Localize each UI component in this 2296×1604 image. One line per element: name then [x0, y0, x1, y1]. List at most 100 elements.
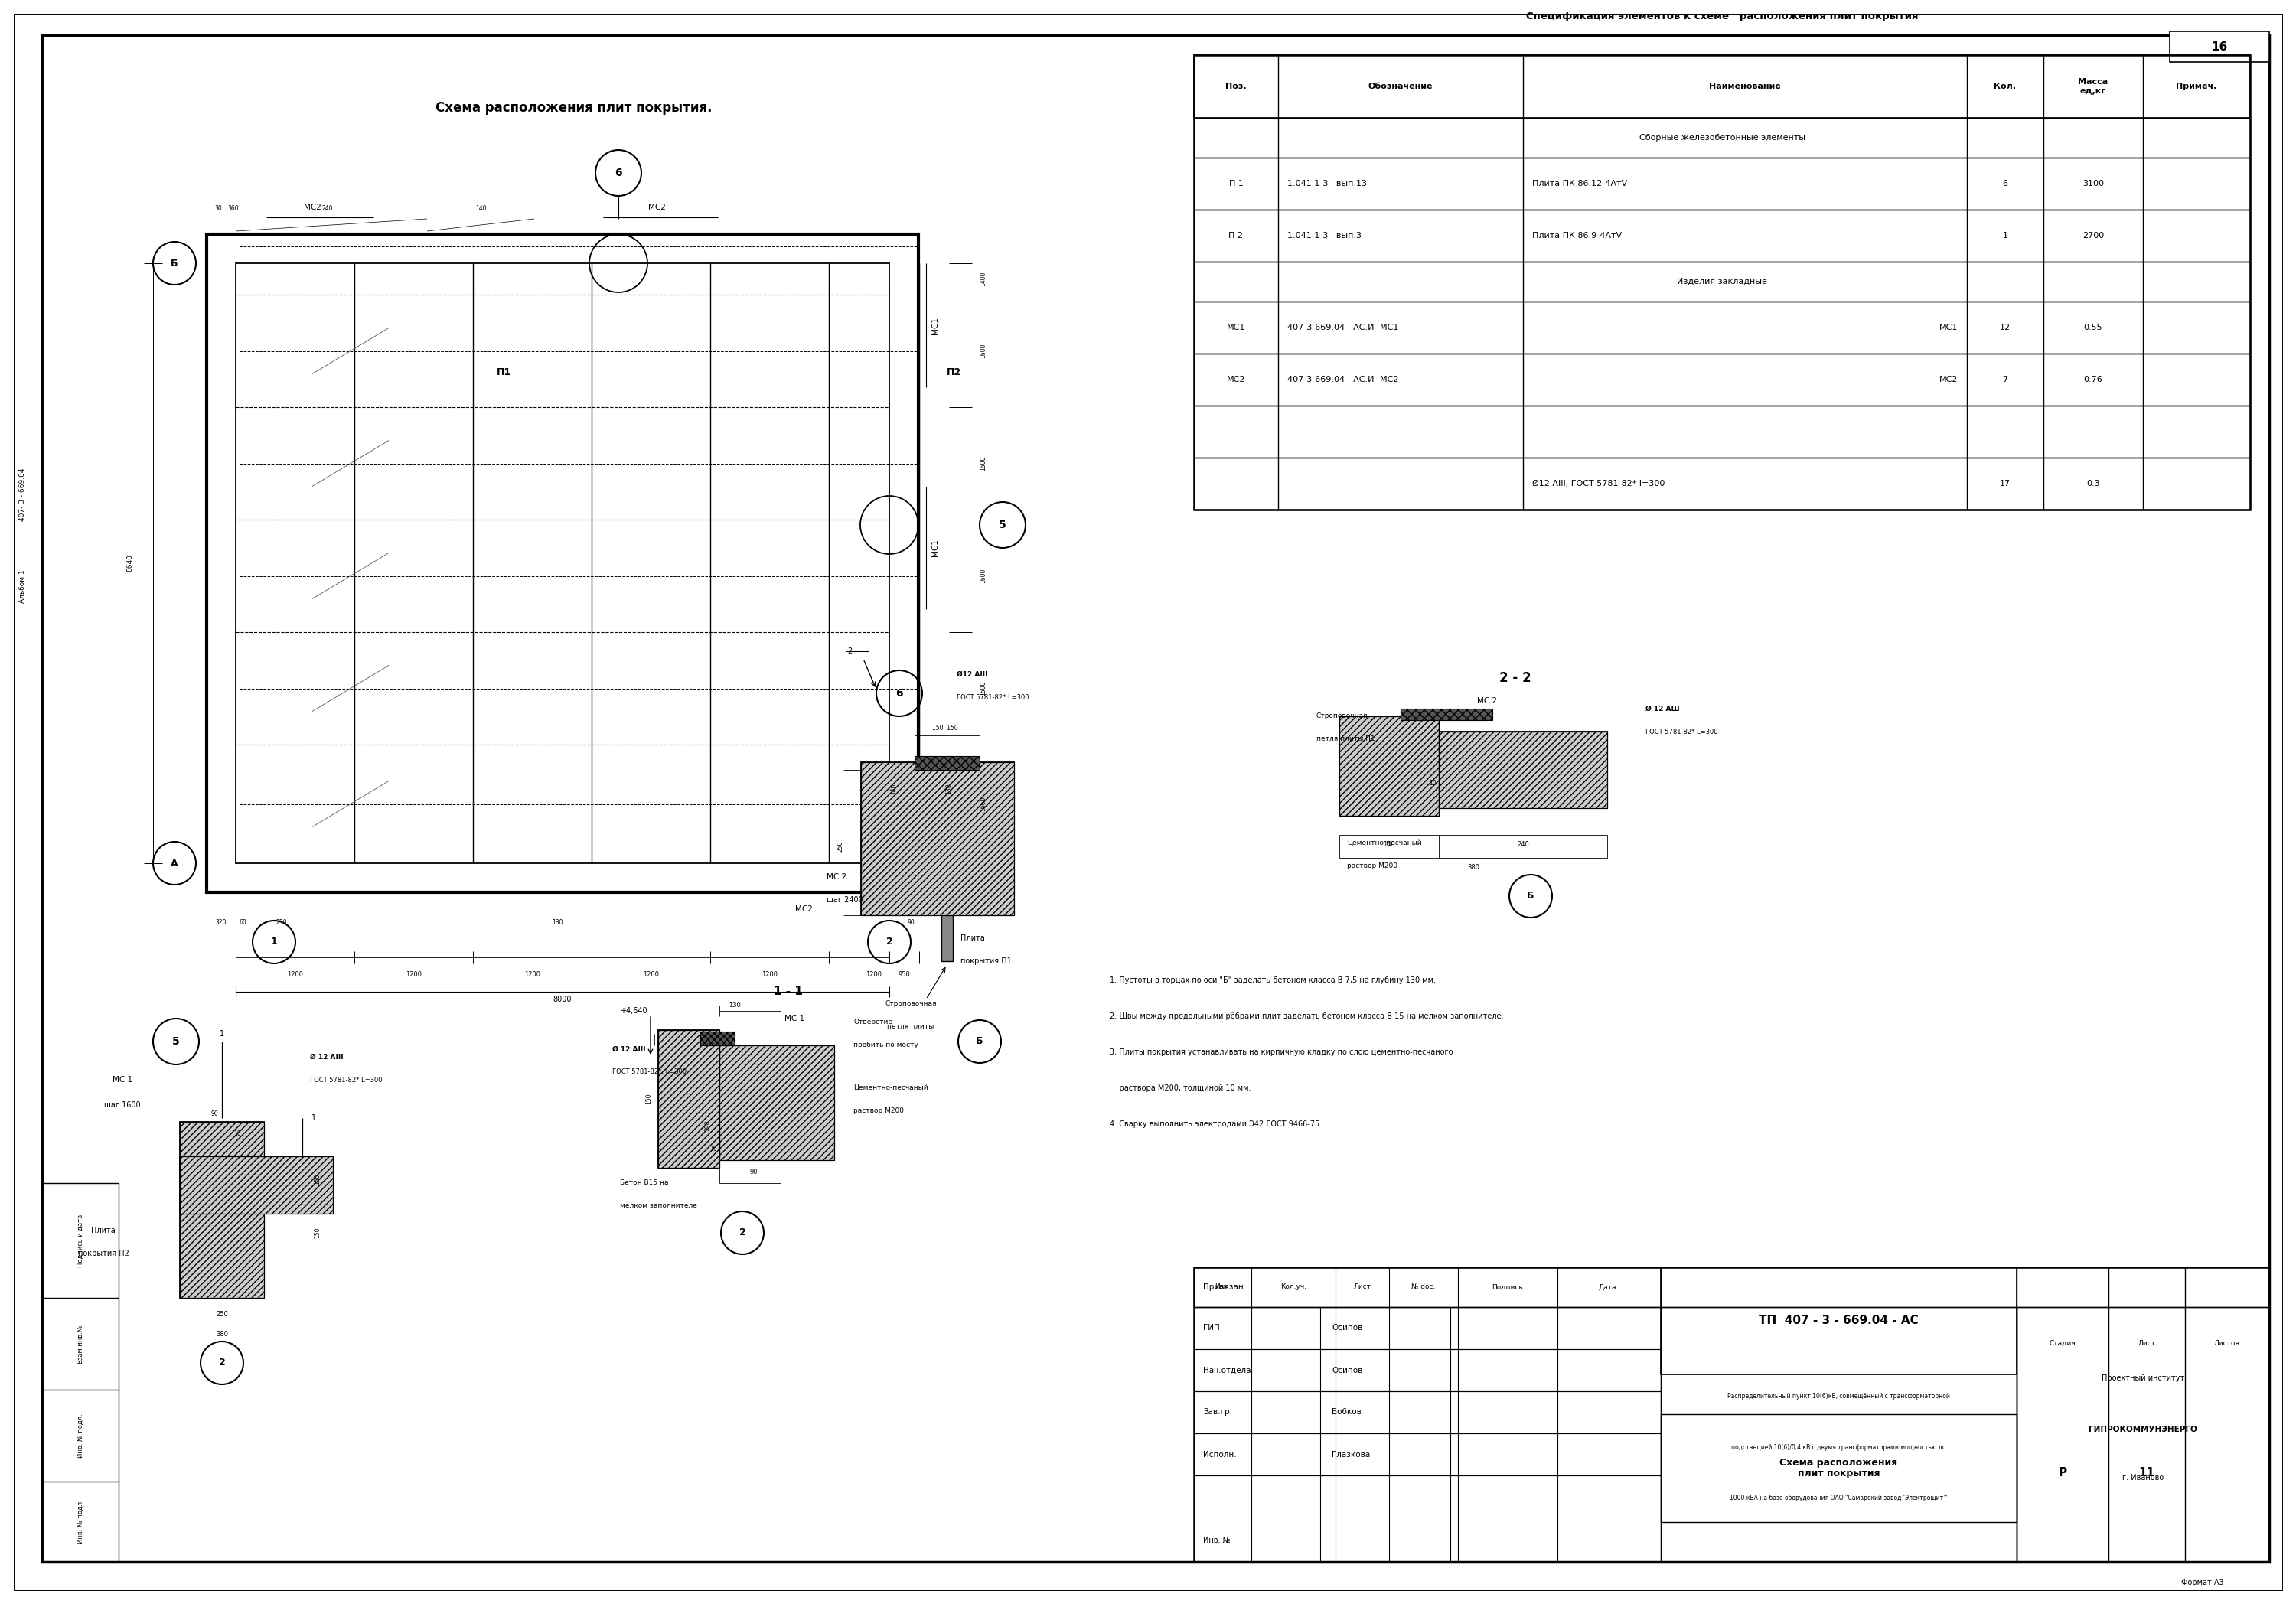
- Text: Изм.: Изм.: [1215, 1283, 1231, 1291]
- Text: шаг 1600: шаг 1600: [103, 1102, 140, 1108]
- Text: +4,640: +4,640: [620, 1007, 647, 1015]
- Text: Осипов: Осипов: [1332, 1367, 1362, 1375]
- Text: 2700: 2700: [2082, 233, 2103, 239]
- Text: 2: 2: [739, 1229, 746, 1238]
- Text: ГИП: ГИП: [1203, 1325, 1219, 1331]
- Text: 290: 290: [705, 1120, 712, 1131]
- Text: 130: 130: [551, 919, 563, 927]
- Text: МС1: МС1: [1226, 324, 1244, 332]
- Bar: [1194, 1307, 1660, 1349]
- Text: Сборные железобетонные элементы: Сборные железобетонные элементы: [1639, 133, 1805, 141]
- Text: 1: 1: [312, 1115, 317, 1121]
- Text: Масса
ед,кг: Масса ед,кг: [2078, 79, 2108, 95]
- Text: МС 2: МС 2: [1476, 698, 1497, 704]
- Text: 1200: 1200: [643, 970, 659, 977]
- Bar: [1194, 353, 2250, 406]
- Text: 10: 10: [709, 1145, 716, 1152]
- Text: Б: Б: [1527, 892, 1534, 901]
- Text: Распределительный пункт 10(6)кВ, совмещённый с трансформаторной: Распределительный пункт 10(6)кВ, совмещё…: [1727, 1392, 1949, 1400]
- Text: МС 1: МС 1: [113, 1076, 133, 1084]
- Text: Схема расположения плит покрытия.: Схема расположения плит покрытия.: [436, 101, 712, 115]
- Text: Поз.: Поз.: [1226, 83, 1247, 90]
- Text: Подпись: Подпись: [1492, 1283, 1522, 1291]
- Bar: [941, 911, 953, 961]
- Text: 90: 90: [751, 1168, 758, 1176]
- Bar: [1660, 1415, 2016, 1522]
- Text: 250: 250: [276, 919, 287, 927]
- Bar: [2016, 1307, 2268, 1562]
- Bar: [1440, 731, 1607, 808]
- Text: Исполн.: Исполн.: [1203, 1450, 1238, 1458]
- Text: Плита ПК 86.9-4АтV: Плита ПК 86.9-4АтV: [1531, 233, 1621, 239]
- Bar: [1194, 457, 2250, 510]
- Text: Нач.отдела: Нач.отдела: [1203, 1367, 1251, 1375]
- Text: 1600: 1600: [980, 682, 987, 696]
- Text: Осипов: Осипов: [1332, 1325, 1362, 1331]
- Text: Привязан: Привязан: [1203, 1283, 1244, 1291]
- Bar: [236, 263, 889, 863]
- Text: 407- 3 - 669.04: 407- 3 - 669.04: [18, 468, 28, 521]
- Text: МС2: МС2: [794, 905, 813, 913]
- Text: 60: 60: [239, 919, 246, 927]
- Text: МС1: МС1: [932, 539, 939, 557]
- Text: МС1: МС1: [932, 318, 939, 335]
- Text: 0.3: 0.3: [2087, 480, 2101, 488]
- Text: Инв. №: Инв. №: [1203, 1537, 1231, 1545]
- Text: 250: 250: [836, 840, 845, 852]
- Bar: [1194, 55, 2250, 117]
- Text: Строповочная: Строповочная: [1316, 712, 1368, 720]
- Bar: [179, 1121, 264, 1298]
- Text: Инв. № подл.: Инв. № подл.: [78, 1500, 83, 1543]
- Bar: [914, 755, 980, 770]
- Text: 150: 150: [645, 1094, 652, 1105]
- Bar: [659, 1030, 719, 1168]
- Text: шаг 2400: шаг 2400: [827, 897, 863, 903]
- Text: 1200: 1200: [406, 970, 422, 977]
- Text: 1600: 1600: [980, 568, 987, 584]
- Text: 140: 140: [1382, 842, 1396, 849]
- Text: Ø 12 АIII: Ø 12 АIII: [613, 1046, 645, 1052]
- Text: Дата: Дата: [1598, 1283, 1616, 1291]
- Text: Листов: Листов: [2213, 1339, 2241, 1347]
- Text: П 2: П 2: [1228, 233, 1242, 239]
- Text: МС2: МС2: [1938, 375, 1958, 383]
- Text: Кол.: Кол.: [1993, 83, 2016, 90]
- Text: раствор М200: раствор М200: [854, 1107, 905, 1113]
- Text: 380: 380: [1467, 865, 1479, 871]
- Text: 6: 6: [895, 688, 902, 699]
- Bar: [1660, 1307, 2016, 1562]
- Text: раствора М200, толщиной 10 мм.: раствора М200, толщиной 10 мм.: [1109, 1084, 1251, 1092]
- Text: 8000: 8000: [553, 996, 572, 1002]
- Text: 1.041.1-3   вып.3: 1.041.1-3 вып.3: [1288, 233, 1362, 239]
- Bar: [861, 762, 1015, 916]
- Bar: [1194, 1434, 1660, 1476]
- Text: 11: 11: [2138, 1468, 2154, 1479]
- Text: подстанцией 10(6)/0,4 кВ с двумя трансформаторами мощностью до: подстанцией 10(6)/0,4 кВ с двумя трансфо…: [1731, 1444, 1947, 1450]
- Text: 1660: 1660: [980, 797, 987, 812]
- Text: 1: 1: [271, 937, 278, 946]
- Text: мелком заполнителе: мелком заполнителе: [620, 1203, 698, 1209]
- Text: ТП  407 - 3 - 669.04 - АС: ТП 407 - 3 - 669.04 - АС: [1759, 1315, 1919, 1327]
- Text: 3100: 3100: [2082, 180, 2103, 188]
- Text: Зав.гр.: Зав.гр.: [1203, 1408, 1233, 1416]
- Text: 130: 130: [728, 1002, 742, 1009]
- Text: Строповочная: Строповочная: [884, 999, 937, 1007]
- Bar: [1660, 1267, 2016, 1375]
- Text: Бобков: Бобков: [1332, 1408, 1362, 1416]
- Text: Глазкова: Глазкова: [1332, 1450, 1371, 1458]
- Text: № doc.: № doc.: [1412, 1283, 1435, 1291]
- Text: 5: 5: [999, 520, 1006, 531]
- Text: Спецификация элементов к схеме   расположения плит покрытия: Спецификация элементов к схеме расположе…: [1527, 11, 1917, 22]
- Bar: [1194, 1349, 1660, 1391]
- Text: 10: 10: [234, 1129, 241, 1137]
- Text: Лист: Лист: [2138, 1339, 2156, 1347]
- Text: Формат А3: Формат А3: [2181, 1578, 2225, 1586]
- Bar: [1194, 302, 2250, 353]
- Text: Р: Р: [2057, 1468, 2066, 1479]
- Text: 1 - 1: 1 - 1: [774, 986, 804, 998]
- Text: Кол.уч.: Кол.уч.: [1281, 1283, 1306, 1291]
- Bar: [861, 762, 1015, 916]
- Text: 3. Плиты покрытия устанавливать на кирпичную кладку по слою цементно-песчаного: 3. Плиты покрытия устанавливать на кирпи…: [1109, 1049, 1453, 1055]
- Text: 150: 150: [315, 1227, 321, 1238]
- Text: П 1: П 1: [1228, 180, 1242, 188]
